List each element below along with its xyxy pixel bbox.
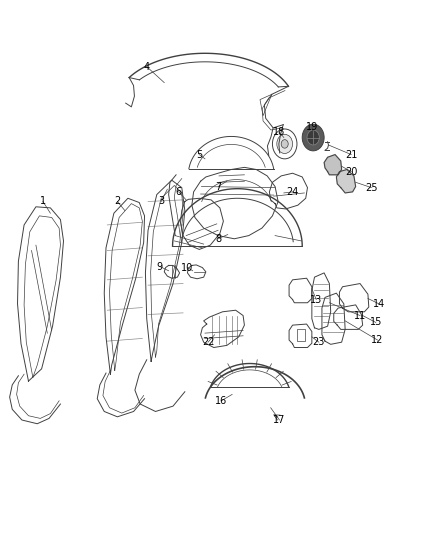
Text: 23: 23 [313, 337, 325, 347]
Text: 21: 21 [345, 150, 357, 159]
Text: 1: 1 [40, 197, 46, 206]
Text: 2: 2 [114, 197, 120, 206]
Circle shape [277, 134, 293, 154]
Circle shape [272, 129, 297, 159]
Text: 16: 16 [215, 396, 227, 406]
Circle shape [281, 140, 288, 148]
Text: 7: 7 [215, 182, 221, 191]
Polygon shape [324, 155, 342, 175]
Text: 12: 12 [371, 335, 384, 345]
Polygon shape [336, 169, 356, 193]
Text: 19: 19 [306, 122, 318, 132]
Text: 17: 17 [273, 415, 286, 425]
Text: 9: 9 [157, 262, 163, 271]
Text: 20: 20 [345, 167, 357, 176]
Text: 10: 10 [181, 263, 194, 272]
Text: 24: 24 [286, 187, 299, 197]
Text: 4: 4 [144, 62, 150, 71]
Text: 8: 8 [215, 234, 221, 244]
Text: 6: 6 [176, 187, 182, 197]
Text: 18: 18 [273, 127, 286, 137]
Text: 25: 25 [365, 183, 378, 192]
Text: 5: 5 [196, 150, 202, 159]
Text: 22: 22 [202, 337, 214, 347]
Text: 11: 11 [354, 311, 366, 320]
Circle shape [302, 124, 324, 151]
Text: 14: 14 [373, 299, 385, 309]
Text: 3: 3 [158, 197, 164, 206]
Circle shape [307, 130, 319, 145]
Text: 15: 15 [370, 318, 382, 327]
Text: 13: 13 [310, 295, 322, 304]
